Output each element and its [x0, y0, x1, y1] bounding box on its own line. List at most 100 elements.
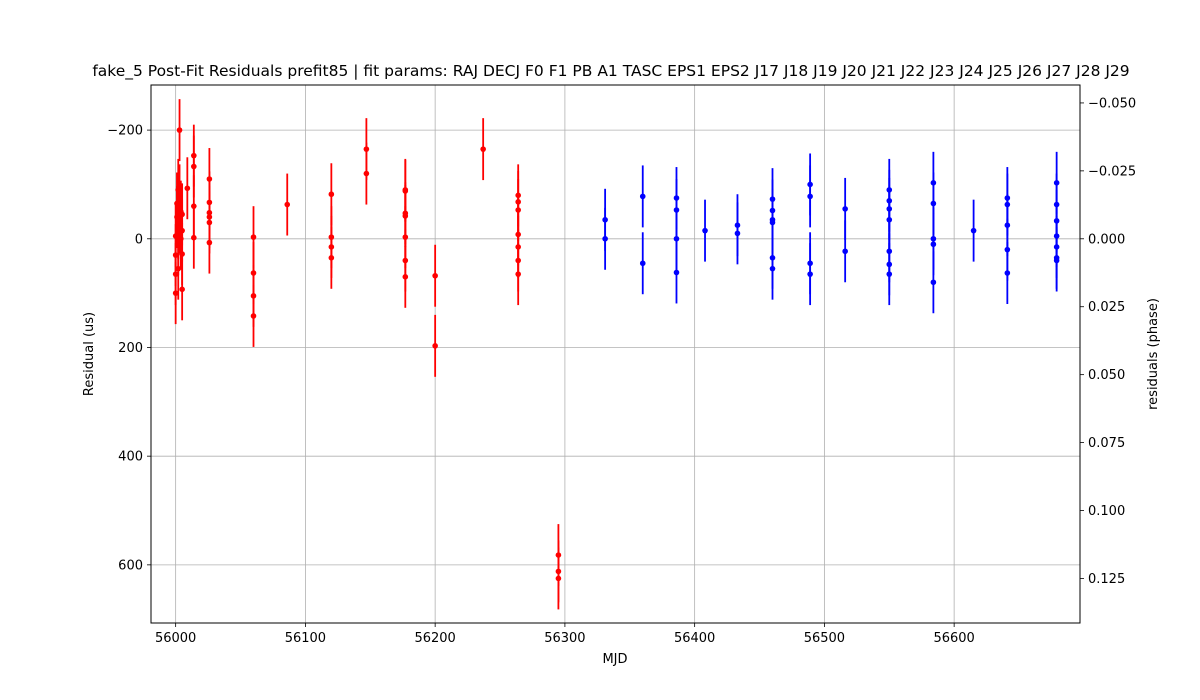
data-point	[769, 219, 776, 226]
data-point	[602, 235, 608, 242]
data-point	[673, 207, 680, 213]
data-point	[284, 201, 291, 208]
data-point	[602, 216, 608, 223]
data-point	[515, 271, 521, 277]
y2-tick-label: 0.125	[1088, 572, 1125, 587]
data-point	[639, 193, 646, 200]
y-axis-label: Residual (us)	[82, 312, 97, 396]
data-point	[179, 211, 185, 218]
data-point	[886, 216, 893, 223]
data-point	[769, 207, 776, 214]
data-point	[176, 219, 183, 226]
data-point	[555, 575, 562, 582]
data-point	[1004, 201, 1011, 208]
data-point	[515, 199, 521, 205]
data-points	[172, 99, 1060, 610]
data-point	[402, 257, 409, 264]
data-point	[250, 234, 257, 240]
y-tick-label: 600	[118, 558, 143, 573]
data-point	[191, 163, 197, 170]
data-point	[515, 231, 521, 238]
x-tick-label: 56400	[674, 631, 715, 646]
data-point	[702, 227, 708, 234]
y-tick-label: 400	[118, 450, 143, 465]
data-point	[769, 196, 776, 202]
data-point	[172, 252, 179, 258]
data-point	[402, 188, 409, 194]
data-point	[515, 244, 521, 250]
data-point	[206, 219, 213, 226]
x-tick-label: 56600	[933, 631, 974, 646]
y2-tick-label: 0.100	[1088, 504, 1125, 519]
data-point	[184, 185, 191, 192]
y-tick-label: 200	[118, 341, 143, 356]
data-point	[886, 197, 893, 204]
data-point	[175, 241, 182, 248]
data-point	[807, 181, 813, 188]
x-tick-label: 56100	[285, 631, 326, 646]
data-point	[172, 233, 179, 239]
data-point	[176, 127, 183, 133]
data-point	[402, 234, 409, 240]
data-point	[328, 244, 335, 250]
data-point	[1004, 222, 1011, 229]
data-point	[206, 199, 213, 206]
data-point	[807, 271, 813, 277]
data-point	[363, 146, 370, 152]
data-point	[639, 260, 646, 267]
data-point	[886, 206, 893, 212]
y-tick-label: −200	[107, 124, 143, 139]
data-point	[250, 313, 257, 319]
x-tick-label: 56500	[804, 631, 845, 646]
data-point	[515, 192, 521, 199]
y2-tick-label: 0.075	[1088, 436, 1125, 451]
data-point	[174, 200, 180, 207]
data-point	[515, 257, 521, 264]
data-point	[191, 203, 197, 209]
x-axis-label: MJD	[602, 652, 627, 667]
data-point	[1053, 180, 1060, 186]
data-point	[328, 255, 335, 261]
data-point	[179, 286, 185, 293]
data-point	[172, 271, 179, 277]
data-point	[250, 293, 257, 299]
data-point	[174, 214, 180, 220]
data-point	[886, 187, 893, 193]
data-point	[175, 187, 182, 193]
data-point	[402, 274, 409, 280]
data-point	[842, 248, 848, 255]
data-point	[206, 239, 213, 246]
y2-tick-label: −0.050	[1088, 96, 1136, 111]
data-point	[930, 180, 937, 186]
data-point	[886, 271, 893, 277]
data-point	[250, 270, 257, 276]
data-point	[769, 255, 776, 261]
grid-lines	[151, 85, 1080, 623]
data-point	[206, 214, 213, 220]
data-point	[734, 230, 741, 237]
data-point	[172, 290, 179, 296]
data-point	[175, 265, 182, 272]
data-point	[1053, 201, 1060, 208]
plot-frame	[150, 84, 1081, 624]
x-tick-label: 56000	[155, 631, 196, 646]
data-point	[886, 248, 893, 255]
data-point	[206, 176, 213, 182]
data-point	[480, 146, 486, 152]
data-point	[1053, 244, 1060, 250]
data-point	[191, 234, 197, 241]
data-point	[328, 234, 335, 240]
y2-tick-label: 0.050	[1088, 368, 1125, 383]
data-point	[175, 225, 182, 231]
data-point	[402, 213, 409, 219]
data-point	[178, 235, 184, 242]
axes: 56000 56100 56200 56300 56400 56500 56600 −200 0…	[107, 96, 1136, 646]
y2-tick-label: −0.025	[1088, 164, 1136, 179]
data-point	[673, 235, 680, 242]
data-point	[1053, 218, 1060, 224]
data-point	[179, 251, 185, 257]
x-tick-label: 56200	[414, 631, 455, 646]
chart-title: fake_5 Post-Fit Residuals prefit85 | fit…	[92, 62, 1129, 81]
data-point	[1053, 257, 1060, 264]
